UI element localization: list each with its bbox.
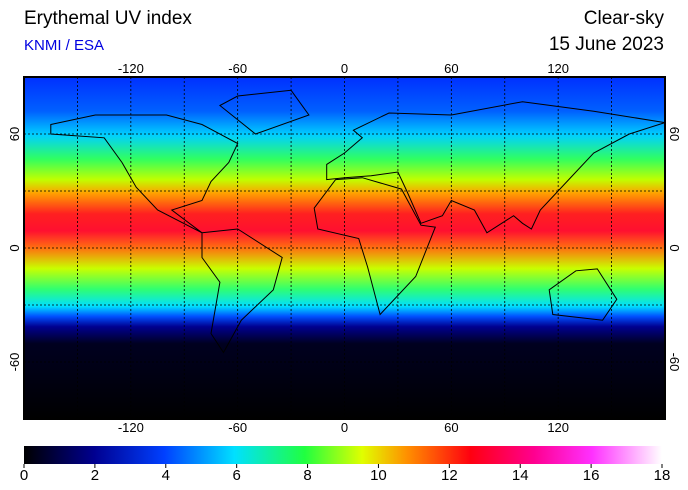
x-tick-label: -120 — [118, 420, 144, 435]
colorbar-tick-label: 14 — [512, 467, 529, 484]
x-tick-label: -120 — [118, 61, 144, 76]
coastlines — [50, 89, 666, 354]
right-title: Clear-sky — [584, 8, 665, 29]
y-tick-label: -60 — [7, 353, 22, 372]
colorbar-tick-label: 12 — [441, 467, 458, 484]
x-tick-label: -60 — [228, 420, 247, 435]
africa — [313, 177, 437, 316]
y-tick-label: 60 — [7, 127, 22, 141]
x-tick-label: 120 — [547, 61, 569, 76]
x-tick-label: 60 — [444, 61, 458, 76]
x-tick-label: 120 — [547, 420, 569, 435]
colorbar-tick-label: 16 — [583, 467, 600, 484]
y-tick-label: 0 — [667, 244, 682, 251]
australia — [548, 268, 618, 321]
eurasia — [326, 101, 666, 234]
colorbar-tick-label: 10 — [370, 467, 387, 484]
x-tick-label: 0 — [341, 420, 348, 435]
colorbar — [24, 446, 662, 464]
x-tick-label: 0 — [341, 61, 348, 76]
y-tick-label: 0 — [7, 244, 22, 251]
colorbar-tick-label: 6 — [232, 467, 240, 484]
y-tick-label: 60 — [667, 127, 682, 141]
greenland — [218, 89, 310, 135]
x-tick-label: -60 — [228, 61, 247, 76]
subtitle: KNMI / ESA — [24, 37, 104, 54]
colorbar-tick-label: 2 — [91, 467, 99, 484]
colorbar-tick-label: 8 — [303, 467, 311, 484]
south-america — [201, 228, 283, 354]
north-america — [50, 114, 239, 234]
date: 15 June 2023 — [549, 34, 664, 55]
title: Erythemal UV index — [24, 8, 192, 29]
y-tick-label: -60 — [667, 353, 682, 372]
colorbar-tick-label: 4 — [162, 467, 170, 484]
colorbar-tick-label: 18 — [654, 467, 671, 484]
x-tick-label: 60 — [444, 420, 458, 435]
colorbar-tick-label: 0 — [20, 467, 28, 484]
